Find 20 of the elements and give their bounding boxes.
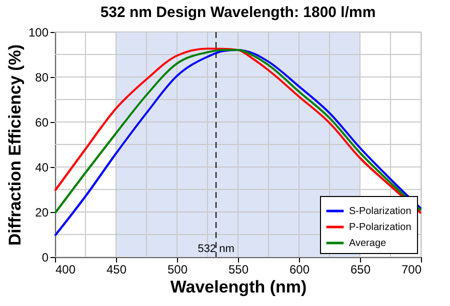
chart-title: 532 nm Design Wavelength: 1800 l/mm <box>100 4 376 21</box>
y-tick-label: 60 <box>35 116 49 130</box>
x-tick-label: 600 <box>289 262 310 276</box>
x-tick-label: 550 <box>228 262 249 276</box>
x-tick-label: 500 <box>167 262 188 276</box>
x-tick-label: 400 <box>56 262 76 276</box>
y-tick-label: 80 <box>35 70 49 84</box>
x-tick-label: 650 <box>350 262 371 276</box>
y-axis-title: Diffraction Efficiency (%) <box>5 44 24 246</box>
x-tick-label: 700 <box>401 262 422 276</box>
y-tick-label: 100 <box>28 26 49 40</box>
y-tick-label: 0 <box>42 250 49 264</box>
ref-line-label: 532 nm <box>198 243 234 255</box>
legend-label: P-Polarization <box>349 222 412 233</box>
x-axis-title: Wavelength (nm) <box>170 278 307 296</box>
y-tick-label: 40 <box>35 160 49 174</box>
legend-label: Average <box>349 238 387 249</box>
x-tick-label: 450 <box>106 262 127 276</box>
y-tick-label: 20 <box>35 206 49 220</box>
legend-label: S-Polarization <box>349 206 412 217</box>
